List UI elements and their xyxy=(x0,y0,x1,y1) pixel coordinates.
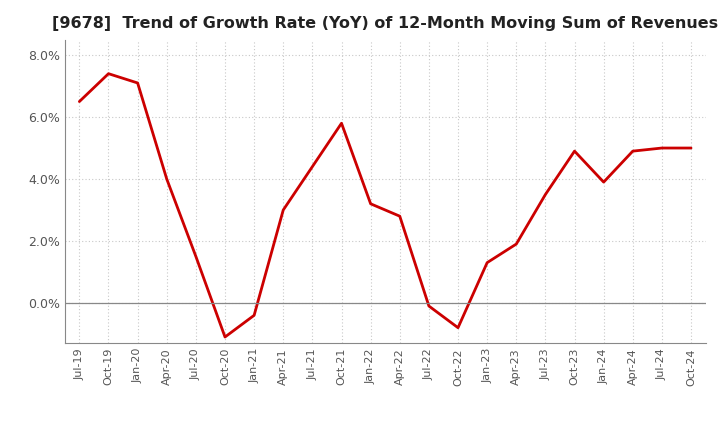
Title: [9678]  Trend of Growth Rate (YoY) of 12-Month Moving Sum of Revenues: [9678] Trend of Growth Rate (YoY) of 12-… xyxy=(52,16,719,32)
